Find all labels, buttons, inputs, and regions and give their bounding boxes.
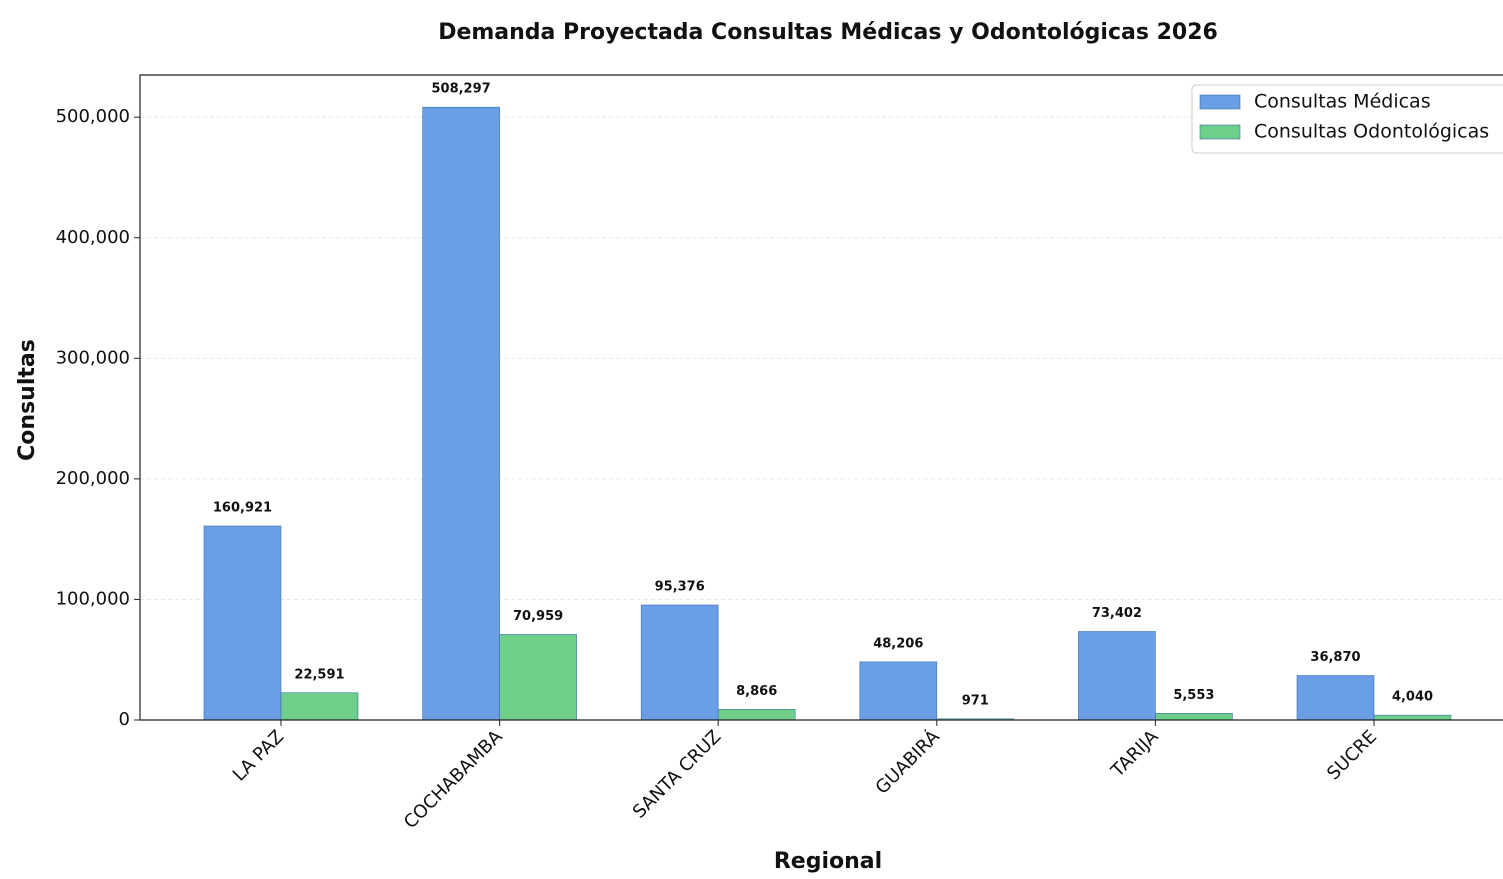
value-label: 8,866 bbox=[736, 684, 777, 699]
legend-swatch bbox=[1199, 94, 1241, 110]
x-tick-label: GUABIRÁ bbox=[871, 725, 944, 798]
value-label: 5,553 bbox=[1173, 688, 1214, 703]
y-tick-label: 0 bbox=[119, 709, 130, 730]
value-label: 22,591 bbox=[294, 667, 344, 682]
bar bbox=[640, 604, 719, 721]
legend-label: Consultas Médicas bbox=[1254, 91, 1431, 113]
legend-label: Consultas Odontológicas bbox=[1254, 121, 1489, 143]
bar bbox=[717, 709, 796, 721]
value-label: 4,040 bbox=[1392, 690, 1433, 705]
value-label: 95,376 bbox=[655, 580, 705, 595]
y-axis-label: Consultas bbox=[15, 339, 40, 461]
bar bbox=[1078, 631, 1156, 721]
y-tick-label: 300,000 bbox=[56, 347, 130, 368]
chart-title: Demanda Proyectada Consultas Médicas y O… bbox=[438, 20, 1218, 45]
value-label: 160,921 bbox=[213, 500, 272, 515]
y-tick-label: 200,000 bbox=[56, 468, 130, 489]
value-label: 971 bbox=[962, 693, 989, 708]
x-tick-label: SANTA CRUZ bbox=[629, 726, 725, 822]
value-label: 48,206 bbox=[873, 636, 923, 651]
y-tick-label: 400,000 bbox=[56, 227, 130, 248]
legend-swatch bbox=[1199, 124, 1241, 140]
y-tick-label: 100,000 bbox=[56, 588, 130, 609]
bar bbox=[1296, 675, 1375, 721]
bar bbox=[499, 634, 577, 721]
y-tick-label: 500,000 bbox=[56, 106, 130, 127]
bar bbox=[203, 525, 282, 721]
value-label: 70,959 bbox=[513, 609, 563, 624]
bar bbox=[859, 661, 938, 721]
bar bbox=[280, 692, 359, 721]
value-label: 508,297 bbox=[431, 82, 490, 97]
legend: Consultas Médicas Consultas Odontológicas bbox=[1191, 84, 1503, 154]
value-label: 36,870 bbox=[1310, 650, 1360, 665]
x-axis-label: Regional bbox=[774, 849, 882, 874]
plot-frame bbox=[139, 74, 1503, 721]
bar bbox=[422, 106, 500, 721]
x-tick-label: COCHABAMBA bbox=[400, 726, 507, 833]
x-tick-label: TARIJA bbox=[1107, 726, 1163, 782]
x-tick-label: LA PAZ bbox=[229, 726, 288, 785]
bar bbox=[1155, 713, 1233, 721]
legend-box bbox=[1191, 84, 1503, 154]
bar bbox=[1373, 714, 1452, 721]
x-tick-label: SUCRE bbox=[1323, 726, 1381, 784]
value-label: 73,402 bbox=[1092, 606, 1142, 621]
